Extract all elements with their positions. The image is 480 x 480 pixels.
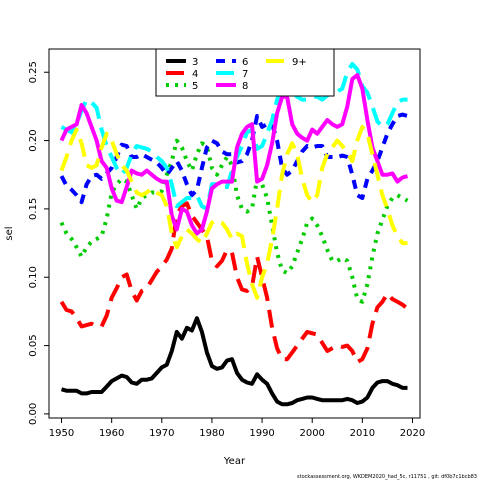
x-tick-label: 2020	[400, 428, 425, 439]
legend: 345 678 9+	[155, 48, 335, 97]
legend-label: 4	[192, 69, 198, 80]
y-tick-label: 0.25	[28, 61, 39, 83]
legend-box	[155, 48, 335, 97]
y-tick-label: 0.20	[28, 129, 39, 151]
series-9plus-line	[59, 124, 408, 300]
x-axis: 1950 1960 1970 1980 1990 2000 2010 2020	[49, 418, 425, 439]
legend-label: 9+	[292, 57, 307, 68]
x-tick-label: 2000	[299, 428, 324, 439]
series-6-line	[59, 112, 409, 205]
series-8-line	[59, 73, 409, 236]
x-tick-label: 1980	[199, 428, 224, 439]
x-tick-label: 1950	[49, 428, 74, 439]
x-axis-title: Year	[223, 456, 246, 467]
legend-label: 8	[242, 81, 248, 92]
footnote: stockassessment.org, WKDEM2020_had_5c, r…	[297, 474, 477, 480]
y-axis-title: sel	[4, 226, 15, 240]
x-tick-label: 1960	[99, 428, 124, 439]
series-5-line	[59, 138, 409, 304]
y-tick-label: 0.10	[28, 266, 39, 288]
y-tick-label: 0.05	[28, 334, 39, 356]
legend-label: 6	[242, 57, 248, 68]
legend-label: 5	[192, 81, 198, 92]
y-axis: 0.00 0.05 0.10 0.15 0.20 0.25	[28, 61, 49, 425]
series-3-line	[60, 316, 408, 407]
x-tick-label: 2010	[350, 428, 375, 439]
y-tick-label: 0.00	[28, 403, 39, 425]
legend-label: 7	[242, 69, 248, 80]
legend-label: 3	[192, 57, 198, 68]
series-4-line	[59, 201, 409, 364]
series-layer	[59, 62, 409, 407]
x-tick-label: 1970	[149, 428, 174, 439]
y-tick-label: 0.15	[28, 198, 39, 220]
x-tick-label: 1990	[249, 428, 274, 439]
